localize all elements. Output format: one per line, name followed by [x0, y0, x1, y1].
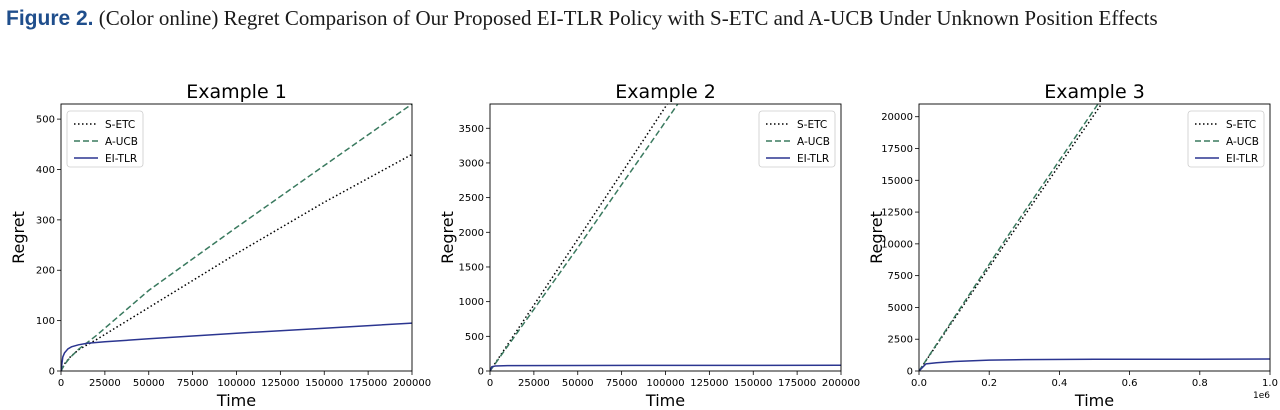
x-tick-label: 50000	[133, 378, 165, 389]
y-axis-label: Regret	[438, 211, 457, 264]
legend-label-a-ucb: A-UCB	[1226, 136, 1259, 148]
x-tick-label: 75000	[606, 378, 638, 389]
x-axis-label: Time	[645, 391, 685, 410]
y-tick-label: 0	[907, 367, 913, 378]
figure-caption-text: (Color online) Regret Comparison of Our …	[98, 6, 1158, 30]
x-tick-label: 125000	[690, 378, 728, 389]
chart-title: Example 1	[186, 81, 287, 103]
y-tick-label: 1000	[459, 297, 484, 308]
legend-label-ei-tlr: EI-TLR	[797, 153, 829, 165]
chart-title: Example 2	[615, 81, 716, 103]
series-line-a-ucb	[490, 104, 679, 371]
plot-frame	[918, 103, 1271, 372]
legend-label-ei-tlr: EI-TLR	[1226, 153, 1258, 165]
y-tick-label: 2000	[459, 228, 484, 239]
x-axis-label: Time	[216, 391, 256, 410]
x-axis-multiplier: 1e6	[1253, 391, 1270, 401]
x-tick-label: 100000	[646, 378, 684, 389]
y-tick-label: 0	[49, 367, 55, 378]
chart-3: Example 3 0.0 0.2 0.4 0.6 0.8 1.0 0 2500 5000 7500…	[867, 81, 1278, 410]
y-tick-label: 12500	[881, 208, 913, 219]
x-tick-label: 0.8	[1192, 378, 1208, 389]
legend: S-ETC A-UCB EI-TLR	[1187, 110, 1265, 168]
plot-frame	[60, 103, 413, 372]
x-tick-label: 125000	[261, 378, 299, 389]
figure-caption: Figure 2. (Color online) Regret Comparis…	[6, 4, 1274, 33]
y-axis-label: Regret	[9, 211, 28, 264]
legend: S-ETC A-UCB EI-TLR	[758, 110, 836, 168]
x-tick-label: 175000	[778, 378, 816, 389]
series-line-ei-tlr	[490, 364, 841, 371]
legend-label-s-etc: S-ETC	[797, 119, 827, 131]
x-tick-label: 50000	[562, 378, 594, 389]
y-tick-label: 3500	[459, 124, 484, 135]
legend-box	[1187, 110, 1265, 168]
x-tick-label: 100000	[217, 378, 255, 389]
y-tick-label: 100	[36, 316, 55, 327]
y-tick-label: 17500	[881, 144, 913, 155]
y-tick-label: 5000	[888, 303, 913, 314]
x-tick-label: 200000	[393, 378, 431, 389]
plot-frame	[489, 103, 842, 372]
y-tick-label: 2500	[888, 335, 913, 346]
x-tick-label: 150000	[305, 378, 343, 389]
x-tick-label: 25000	[518, 378, 550, 389]
series-line-a-ucb	[61, 104, 412, 371]
legend: S-ETC A-UCB EI-TLR	[66, 110, 144, 168]
y-tick-label: 400	[36, 165, 55, 176]
legend-box	[66, 110, 144, 168]
legend-label-a-ucb: A-UCB	[105, 136, 138, 148]
x-tick-label: 25000	[89, 378, 121, 389]
figure-label: Figure 2.	[6, 7, 94, 30]
x-tick-label: 175000	[349, 378, 387, 389]
y-tick-label: 500	[36, 115, 55, 126]
legend-label-s-etc: S-ETC	[1226, 119, 1256, 131]
y-tick-label: 1500	[459, 262, 484, 273]
x-axis-label: Time	[1074, 391, 1114, 410]
y-tick-label: 2500	[459, 193, 484, 204]
chart-1: Example 1 0 25000 50000 75000 100000 125000 150…	[9, 81, 431, 410]
y-tick-label: 0	[478, 367, 484, 378]
legend-label-ei-tlr: EI-TLR	[105, 153, 137, 165]
y-tick-label: 500	[465, 332, 484, 343]
chart-2: Example 20 25000 50000 75000 100000 125000 150…	[438, 81, 860, 410]
y-tick-label: 20000	[881, 112, 913, 123]
x-tick-label: 0	[58, 378, 64, 389]
legend-label-a-ucb: A-UCB	[797, 136, 830, 148]
series-line-a-ucb	[919, 104, 1099, 371]
y-tick-label: 300	[36, 215, 55, 226]
x-tick-label: 150000	[734, 378, 772, 389]
x-tick-label: 0.2	[981, 378, 997, 389]
y-tick-label: 10000	[881, 239, 913, 250]
series-line-ei-tlr	[61, 322, 412, 371]
chart-title: Example 3	[1044, 81, 1145, 103]
y-tick-label: 200	[36, 266, 55, 277]
legend-label-s-etc: S-ETC	[105, 119, 135, 131]
x-tick-label: 200000	[822, 378, 860, 389]
series-line-s-etc	[61, 153, 412, 371]
y-axis-label: Regret	[867, 211, 886, 264]
series-line-s-etc	[490, 104, 668, 371]
x-tick-label: 0.0	[911, 378, 927, 389]
x-tick-label: 75000	[177, 378, 209, 389]
y-tick-label: 3000	[459, 158, 484, 169]
x-tick-label: 0.6	[1122, 378, 1138, 389]
series-line-ei-tlr	[919, 358, 1270, 371]
series-line-s-etc	[919, 104, 1103, 371]
legend-box	[758, 110, 836, 168]
x-tick-label: 0	[487, 378, 493, 389]
y-tick-label: 7500	[888, 271, 913, 282]
y-tick-label: 15000	[881, 176, 913, 187]
x-tick-label: 0.4	[1051, 378, 1067, 389]
x-tick-label: 1.0	[1262, 378, 1278, 389]
